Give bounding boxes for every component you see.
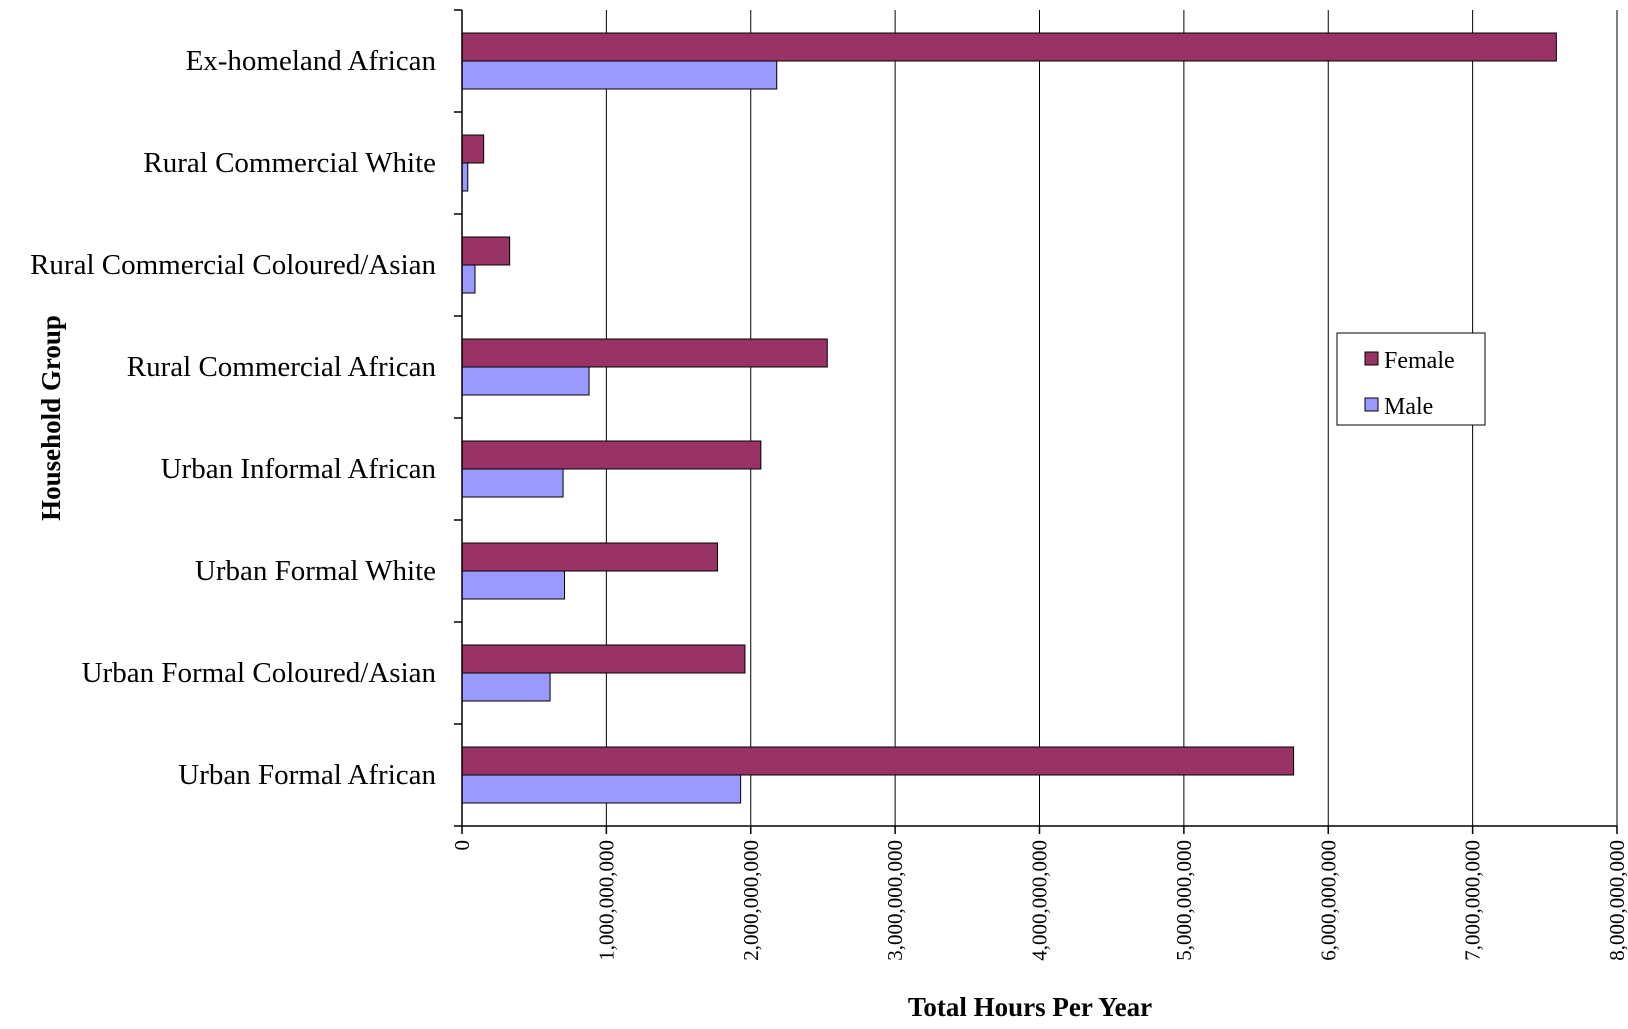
- x-tick-label: 1,000,000,000: [594, 840, 618, 961]
- category-label: Urban Informal African: [161, 453, 437, 485]
- bar-male: [461, 774, 742, 804]
- bar-female: [461, 236, 511, 266]
- bars: [461, 32, 1557, 804]
- x-tick-label: 2,000,000,000: [739, 840, 763, 961]
- category-labels: Ex-homeland African Rural Commercial Whit…: [30, 45, 436, 791]
- x-tick-label: 8,000,000,000: [1605, 840, 1628, 961]
- bar-male: [461, 468, 564, 498]
- bar-male: [461, 366, 590, 396]
- gridlines: [605, 10, 1618, 826]
- bar-female: [461, 542, 719, 572]
- x-tick-label: 5,000,000,000: [1172, 840, 1196, 961]
- x-tick-labels: 0 1,000,000,000 2,000,000,000 3,000,000,000…: [450, 840, 1628, 961]
- legend-label-male: Male: [1384, 394, 1433, 420]
- category-label: Ex-homeland African: [186, 45, 437, 77]
- category-label: Rural Commercial African: [127, 351, 437, 383]
- x-tick-label: 6,000,000,000: [1316, 840, 1340, 961]
- legend-swatch-female: [1364, 351, 1379, 366]
- x-tick-label: 7,000,000,000: [1461, 840, 1485, 961]
- legend-box: [1336, 332, 1486, 426]
- bar-female: [461, 338, 828, 368]
- category-label: Urban Formal Coloured/Asian: [82, 657, 437, 689]
- x-axis-title: Total Hours Per Year: [908, 992, 1152, 1022]
- bar-male: [461, 672, 551, 702]
- category-label: Rural Commercial Coloured/Asian: [30, 249, 436, 281]
- legend-label-female: Female: [1384, 348, 1455, 374]
- category-label: Rural Commercial White: [143, 147, 436, 179]
- legend: Female Male: [1336, 332, 1486, 426]
- bar-female: [461, 746, 1295, 776]
- x-tick-label: 0: [450, 840, 474, 851]
- bar-female: [461, 134, 485, 164]
- bar-female: [461, 644, 746, 674]
- bar-female: [461, 440, 762, 470]
- y-axis-ticks: [454, 9, 462, 827]
- x-tick-label: 4,000,000,000: [1028, 840, 1052, 961]
- bar-male: [461, 264, 476, 294]
- y-axis-title: Household Group: [36, 315, 66, 521]
- bar-female: [461, 32, 1557, 62]
- category-label: Urban Formal African: [178, 759, 436, 791]
- bar-male: [461, 570, 566, 600]
- legend-swatch-male: [1364, 397, 1379, 412]
- bar-male: [461, 162, 469, 192]
- bar-male: [461, 60, 778, 90]
- x-tick-label: 3,000,000,000: [883, 840, 907, 961]
- x-axis-ticks: [461, 826, 1618, 834]
- category-label: Urban Formal White: [195, 555, 436, 587]
